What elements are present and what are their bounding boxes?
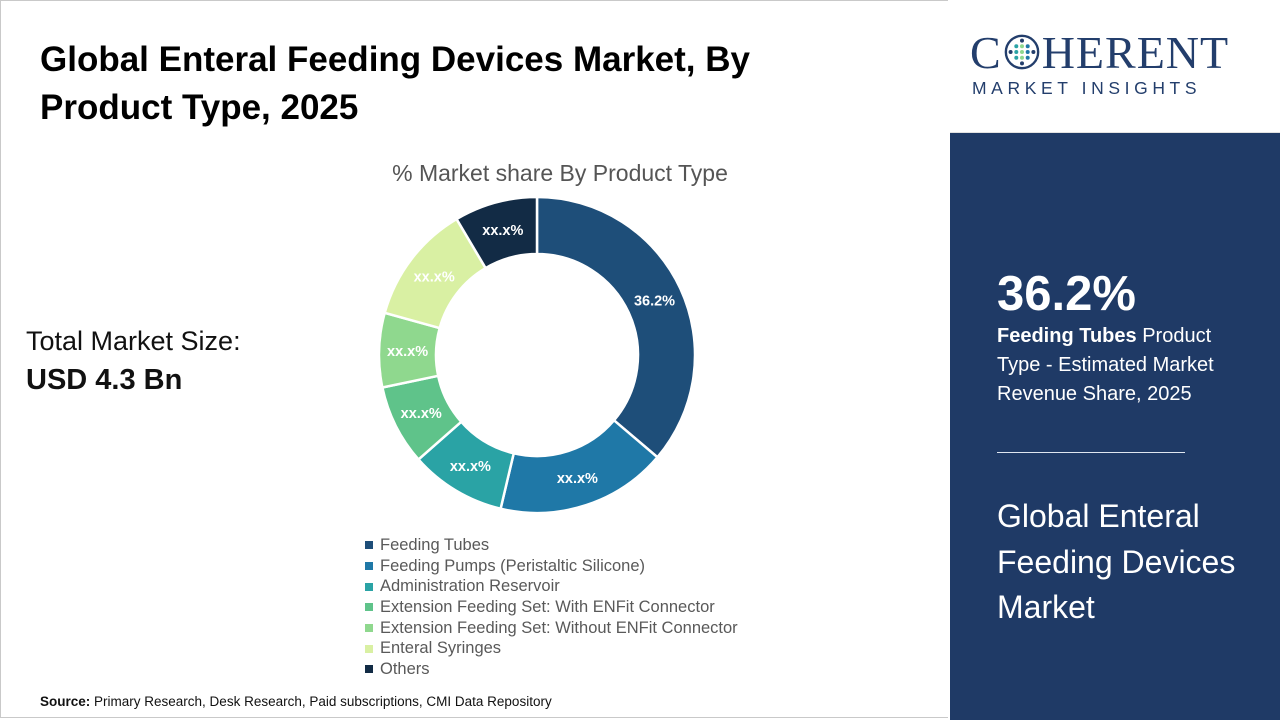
content-frame [0, 0, 948, 718]
slice-data-label: 36.2% [634, 294, 675, 310]
legend-label: Enteral Syringes [380, 639, 502, 658]
legend-swatch [365, 562, 373, 571]
legend-swatch [365, 665, 373, 674]
globe-dots-icon [1004, 34, 1040, 70]
source-note: Source: Primary Research, Desk Research,… [40, 694, 552, 709]
legend-item: Feeding Tubes [365, 535, 738, 556]
highlight-stat-description: Feeding Tubes Product Type - Estimated M… [997, 322, 1257, 409]
highlight-stat-segment: Feeding Tubes [997, 325, 1137, 347]
legend-swatch [365, 624, 373, 633]
slice-data-label: xx.x% [450, 459, 491, 475]
source-text: Primary Research, Desk Research, Paid su… [94, 694, 552, 709]
legend-item: Extension Feeding Set: Without ENFit Con… [365, 618, 738, 639]
legend-item: Extension Feeding Set: With ENFit Connec… [365, 597, 738, 618]
legend-swatch [365, 644, 373, 653]
brand-name-end: HERENT [1041, 27, 1230, 78]
legend-label: Extension Feeding Set: With ENFit Connec… [380, 597, 715, 616]
brand-name-start: C [970, 27, 1002, 78]
donut-slice [454, 195, 539, 270]
total-market-size-label: Total Market Size: [26, 326, 241, 356]
brand-logo: C HERENT MARKET INSIGHTS [950, 0, 1280, 133]
legend-label: Administration Reservoir [380, 577, 560, 596]
legend-swatch [365, 603, 373, 612]
slice-data-label: xx.x% [401, 406, 442, 422]
legend-label: Feeding Pumps (Peristaltic Silicone) [380, 556, 646, 575]
side-panel-title: Global Enteral Feeding Devices Market [997, 498, 1236, 625]
slice-data-label: xx.x% [414, 269, 455, 285]
legend-swatch [365, 582, 373, 591]
slice-data-label: xx.x% [557, 471, 598, 487]
legend-label: Feeding Tubes [380, 535, 490, 554]
slice-data-label: xx.x% [482, 223, 523, 239]
legend-label: Extension Feeding Set: Without ENFit Con… [380, 618, 738, 637]
legend-swatch [365, 541, 373, 550]
chart-legend: Feeding Tubes Feeding Pumps (Peristaltic … [365, 535, 738, 680]
legend-label: Others [380, 659, 430, 678]
donut-chart: 36.2% xx.x% xx.x% xx.x% xx.x% xx.x% xx.x% [377, 195, 697, 515]
panel-divider [997, 452, 1185, 453]
legend-item: Others [365, 659, 738, 680]
legend-item: Enteral Syringes [365, 638, 738, 659]
total-market-size-value: USD 4.3 Bn [26, 364, 183, 396]
brand-tagline: MARKET INSIGHTS [972, 78, 1202, 98]
source-label: Source: [40, 694, 91, 709]
slice-data-label: xx.x% [387, 344, 428, 360]
chart-title: % Market share By Product Type [392, 160, 728, 186]
donut-slice [535, 195, 697, 459]
brand-wordmark: C HERENT [970, 26, 1229, 79]
legend-item: Feeding Pumps (Peristaltic Silicone) [365, 556, 738, 577]
page-title: Global Enteral Feeding Devices Market, B… [40, 40, 750, 127]
highlight-stat-text: Product Type - Estimated Market Revenue … [997, 325, 1214, 405]
legend-item: Administration Reservoir [365, 576, 738, 597]
highlight-stat-value: 36.2% [997, 267, 1136, 321]
